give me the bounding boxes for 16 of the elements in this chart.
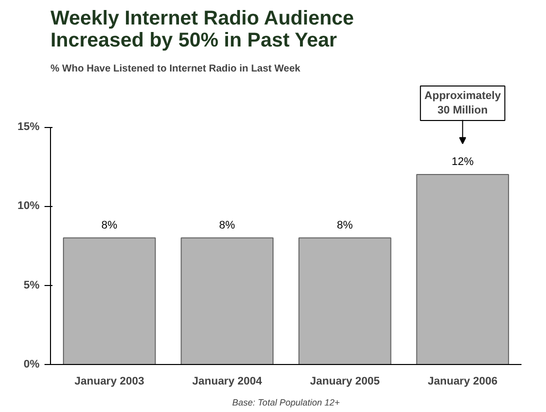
data-label: 12%: [452, 156, 474, 168]
data-label: 8%: [101, 220, 118, 232]
chart-subtitle: % Who Have Listened to Internet Radio in Last Week: [50, 64, 301, 74]
text: Approximately 30 Million: [424, 90, 502, 116]
y-tick-label: 5%: [24, 279, 40, 292]
x-tick-label: January 2004: [192, 376, 263, 388]
data-label: 8%: [336, 220, 354, 232]
x-tick-label: January 2006: [428, 376, 498, 388]
chart-title: Weekly Internet Radio Audience Increased by 50% in Past Year: [50, 8, 354, 52]
y-tick-label: 10%: [17, 200, 40, 212]
text: Base: Total Population 12+: [232, 398, 340, 408]
y-tick-label: 15%: [17, 121, 40, 133]
data-label: 8%: [219, 220, 236, 232]
x-tick-label: January 2005: [310, 376, 380, 388]
y-tick-label: 0%: [24, 358, 40, 370]
x-tick-label: January 2003: [74, 376, 144, 388]
